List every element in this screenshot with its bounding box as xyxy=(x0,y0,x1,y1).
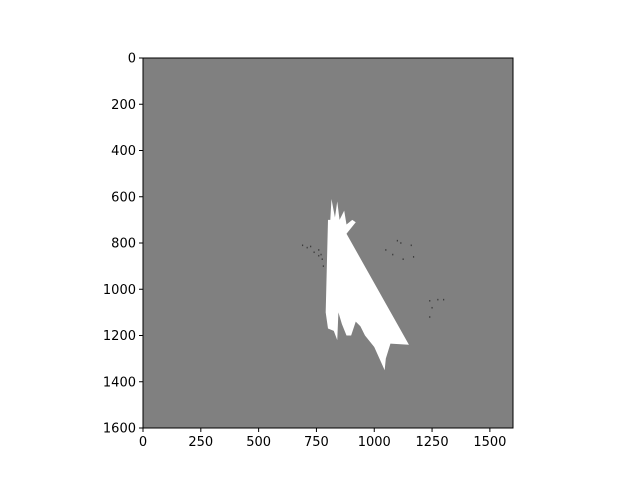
heatmap-speckle xyxy=(313,251,315,254)
heatmap-speckle xyxy=(318,254,320,257)
heatmap-speckle xyxy=(402,258,404,260)
heatmap-speckle xyxy=(392,253,394,256)
plot-area xyxy=(143,58,513,428)
heatmap-speckle xyxy=(396,239,398,242)
heatmap-speckle xyxy=(443,298,445,301)
heatmap-speckle xyxy=(306,246,308,249)
y-axis: 0 200 400 600 800 1000 1200 1400 1600 xyxy=(103,52,143,437)
x-tick-label: 1500 xyxy=(473,435,506,450)
heatmap-speckle xyxy=(321,258,323,260)
y-tick-label: 800 xyxy=(111,237,136,252)
y-tick-label: 0 xyxy=(128,52,136,67)
x-tick-label: 250 xyxy=(188,435,213,450)
heatmap-speckle xyxy=(429,300,431,302)
heatmap-speckle xyxy=(320,253,322,256)
y-tick-label: 1000 xyxy=(103,283,136,298)
x-tick-label: 500 xyxy=(246,435,271,450)
y-tick-label: 1600 xyxy=(103,422,136,437)
y-tick-label: 600 xyxy=(111,190,136,205)
y-tick-label: 200 xyxy=(111,98,136,113)
heatmap-region-bright-spike xyxy=(334,217,345,237)
heatmap-speckle xyxy=(412,256,415,258)
x-tick-label: 1250 xyxy=(416,435,449,450)
y-tick-label: 400 xyxy=(111,144,136,159)
x-tick-label: 750 xyxy=(304,435,329,450)
heatmap-speckle xyxy=(318,249,320,251)
x-axis: 0 250 500 750 1000 1250 1500 xyxy=(139,428,506,450)
heatmap-speckle xyxy=(310,245,312,248)
heatmap-speckle xyxy=(437,298,439,301)
heatmap-speckle xyxy=(410,244,412,247)
heatmap-speckle xyxy=(385,249,387,251)
heatmap-speckle xyxy=(431,306,433,309)
heatmap-speckle xyxy=(400,242,402,244)
x-tick-label: 1000 xyxy=(358,435,391,450)
x-tick-label: 0 xyxy=(139,435,147,450)
y-tick-label: 1400 xyxy=(103,375,136,390)
heatmap-region-bright-region xyxy=(325,199,409,371)
heatmap-speckle xyxy=(429,316,431,318)
heatmap-speckle xyxy=(301,244,304,247)
heatmap-speckle xyxy=(322,265,324,267)
y-tick-label: 1200 xyxy=(103,329,136,344)
